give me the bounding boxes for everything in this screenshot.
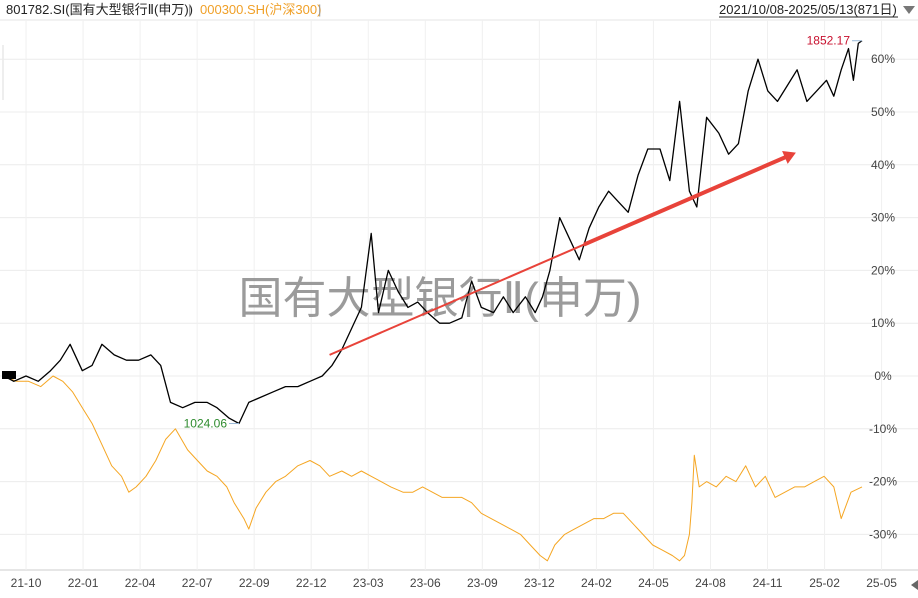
x-tick-label: 22-09 [239,576,270,590]
chart-header: 801782.SI(国有大型银行Ⅱ(申万)) | 000300.SH(沪深300… [6,2,915,18]
y-tick-label: -10% [869,422,897,436]
gridlines [0,20,918,570]
y-tick-label: 0% [874,369,892,383]
separator: | [188,2,191,17]
x-tick-label: 25-02 [809,576,840,590]
x-tick-label: 22-07 [182,576,213,590]
x-tick-label: 23-09 [467,576,498,590]
min-value-label: 1024.06 [184,417,228,431]
y-tick-label: -20% [869,475,897,489]
series-line-hs300 [3,375,863,562]
annotations: 1852.17 1024.06 [184,34,862,431]
x-tick-label: 22-12 [296,576,327,590]
x-tick-label: 22-01 [68,576,99,590]
x-tick-label: 22-04 [125,576,156,590]
series-line-bank-index [3,40,863,425]
y-tick-label: 50% [871,105,895,119]
x-tick-label: 21-10 [11,576,42,590]
chart-watermark: 国有大型银行Ⅱ(申万) [239,274,642,323]
date-range-selector[interactable]: 2021/10/08-2025/05/13(871日) [719,2,897,17]
start-marker [2,371,16,379]
trend-arrow-head [782,151,796,164]
x-tick-label: 23-12 [524,576,555,590]
series1-tab[interactable]: 801782.SI(国有大型银行Ⅱ(申万)) [6,2,193,17]
triangle-down-icon[interactable] [903,6,915,14]
y-tick-label: 10% [871,316,895,330]
x-tick-label: 23-06 [410,576,441,590]
x-tick-label: 23-03 [353,576,384,590]
y-tick-label: -30% [869,527,897,541]
trend-arrow-body [583,152,794,247]
y-tick-label: 60% [871,52,895,66]
y-tick-label: 20% [871,263,895,277]
series-lines [3,40,863,562]
scroll-left-icon[interactable] [911,580,918,590]
y-tick-label: 40% [871,158,895,172]
separator: | [318,2,321,17]
x-tick-label: 24-05 [638,576,669,590]
x-tick-label: 24-08 [695,576,726,590]
y-tick-label: 30% [871,211,895,225]
x-tick-label: 25-05 [866,576,897,590]
x-tick-label: 24-11 [753,576,783,590]
trend-arrow [329,151,796,356]
series2-tab[interactable]: 000300.SH(沪深300) [200,2,321,17]
x-tick-label: 24-02 [581,576,612,590]
max-value-label: 1852.17 [807,34,851,48]
y-axis-ticks: 60% 50% 40% 30% 20% 10% 0% -10% -20% -30% [869,52,897,541]
x-axis-ticks: 21-10 22-01 22-04 22-07 22-09 22-12 23-03 23-06… [11,576,898,590]
